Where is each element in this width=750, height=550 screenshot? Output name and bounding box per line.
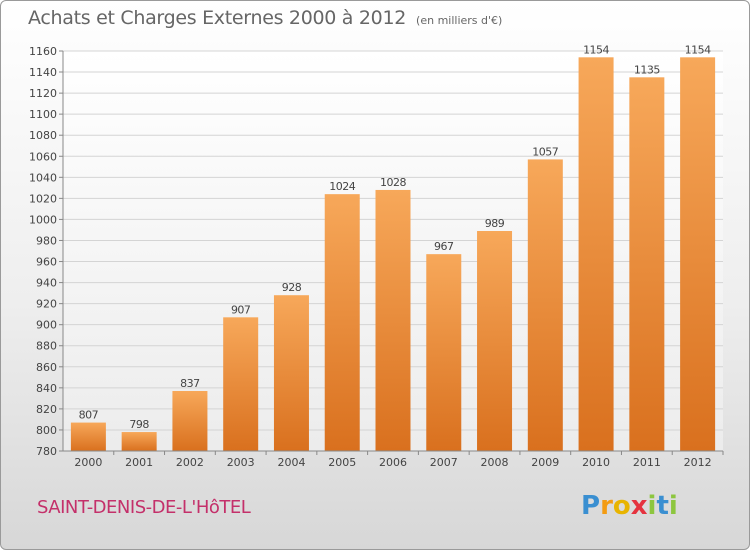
- bar-value-label: 1057: [532, 145, 558, 158]
- bar-value-label: 1028: [380, 176, 406, 189]
- y-tick-label: 840: [36, 382, 57, 395]
- bar: [223, 317, 259, 451]
- y-tick-label: 820: [36, 403, 57, 416]
- x-tick-label: 2005: [328, 456, 356, 469]
- y-tick-label: 1160: [29, 45, 57, 58]
- bar: [324, 194, 360, 451]
- bar-value-label: 928: [282, 281, 302, 294]
- title-row: Achats et Charges Externes 2000 à 2012 (e…: [28, 7, 502, 29]
- proxiti-logo: Proxiti: [581, 491, 678, 521]
- y-tick-label: 960: [36, 256, 57, 269]
- bar: [273, 295, 309, 451]
- bar: [70, 422, 106, 451]
- chart-subtitle: (en milliers d'€): [416, 14, 503, 27]
- y-tick-label: 940: [36, 277, 57, 290]
- bar: [121, 432, 157, 451]
- y-tick-label: 880: [36, 340, 57, 353]
- bar: [527, 159, 563, 451]
- bar-value-label: 989: [485, 217, 505, 230]
- x-tick-label: 2000: [74, 456, 102, 469]
- x-tick-label: 2010: [582, 456, 610, 469]
- y-tick-label: 1080: [29, 129, 57, 142]
- y-tick-label: 980: [36, 234, 57, 247]
- y-tick-label: 920: [36, 298, 57, 311]
- x-tick-label: 2004: [277, 456, 305, 469]
- y-tick-label: 780: [36, 445, 57, 458]
- x-tick-label: 2009: [531, 456, 559, 469]
- bar-value-label: 907: [231, 303, 251, 316]
- y-tick-label: 1040: [29, 171, 57, 184]
- bar-value-label: 1024: [329, 180, 355, 193]
- chart-title: Achats et Charges Externes 2000 à 2012: [28, 7, 407, 29]
- x-tick-label: 2003: [227, 456, 255, 469]
- y-tick-label: 1060: [29, 150, 57, 163]
- bar: [477, 231, 513, 451]
- bar: [680, 57, 716, 451]
- y-tick-label: 1000: [29, 213, 57, 226]
- y-tick-label: 1120: [29, 87, 57, 100]
- bar: [375, 189, 411, 451]
- x-tick-label: 2001: [125, 456, 153, 469]
- x-tick-label: 2007: [430, 456, 458, 469]
- x-tick-label: 2008: [481, 456, 509, 469]
- bar-value-label: 807: [79, 409, 99, 422]
- y-tick-label: 860: [36, 361, 57, 374]
- bar-value-label: 798: [129, 418, 149, 431]
- x-tick-label: 2012: [684, 456, 712, 469]
- x-tick-label: 2011: [633, 456, 661, 469]
- bar: [426, 254, 462, 451]
- y-tick-label: 900: [36, 319, 57, 332]
- bar-value-label: 967: [434, 240, 454, 253]
- x-tick-label: 2006: [379, 456, 407, 469]
- y-tick-label: 1100: [29, 108, 57, 121]
- bar: [578, 57, 614, 451]
- bar-value-label: 1154: [685, 43, 711, 56]
- bar-value-label: 1154: [583, 43, 609, 56]
- bar-value-label: 837: [180, 377, 200, 390]
- y-tick-label: 1020: [29, 192, 57, 205]
- y-tick-label: 800: [36, 424, 57, 437]
- bar: [172, 391, 208, 451]
- bar: [629, 77, 665, 451]
- bar-value-label: 1135: [634, 63, 660, 76]
- commune-name: SAINT-DENIS-DE-L'HôTEL: [37, 497, 251, 518]
- y-tick-label: 1140: [29, 66, 57, 79]
- x-tick-label: 2002: [176, 456, 204, 469]
